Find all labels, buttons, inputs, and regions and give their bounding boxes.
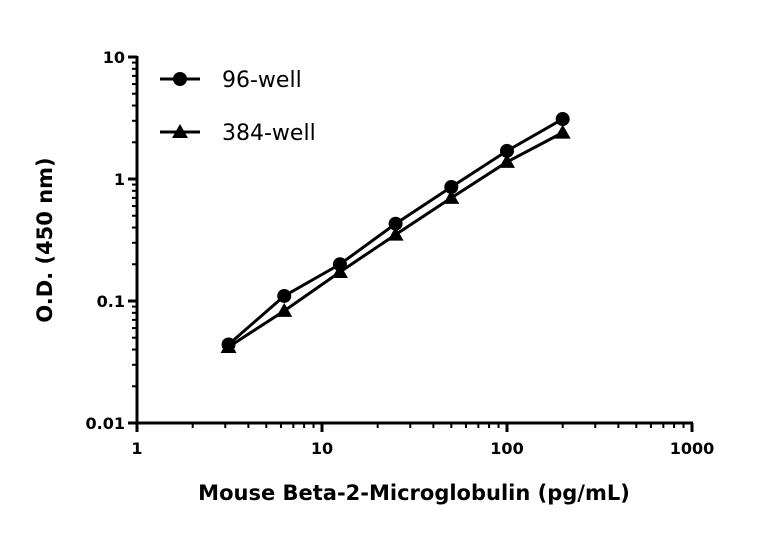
data-point — [276, 302, 293, 317]
legend-label: 96-well — [222, 68, 302, 93]
data-point — [500, 143, 514, 158]
x-axis-label: Mouse Beta-2-Microglobulin (pg/mL) — [198, 481, 630, 505]
legend-item: 384-well — [160, 121, 316, 146]
legend: 96-well 384-well — [160, 68, 316, 146]
data-point — [499, 153, 515, 168]
legend-marker — [172, 124, 188, 138]
series-layer — [220, 112, 571, 353]
data-point — [443, 189, 460, 204]
data-point — [555, 112, 570, 127]
data-point — [387, 226, 404, 241]
y-axis-label: O.D. (450 nm) — [33, 157, 57, 322]
x-tick-label: 1000 — [670, 439, 715, 458]
y-tick-label: 10 — [103, 48, 125, 67]
x-tick-label: 10 — [311, 439, 333, 458]
axes: 1 10 100 1000 0.01 0.1 1 10 — [86, 48, 715, 458]
y-tick-label: 0.01 — [86, 414, 125, 433]
legend-label: 384-well — [222, 121, 316, 146]
x-tick-label: 1 — [131, 439, 142, 458]
data-point — [444, 179, 459, 194]
legend-marker — [173, 72, 187, 86]
data-point — [388, 216, 403, 231]
data-point — [221, 337, 236, 352]
y-tick-label: 0.1 — [97, 292, 125, 311]
series-384-well — [220, 124, 571, 353]
legend-item: 96-well — [160, 68, 302, 93]
data-point — [332, 257, 347, 272]
data-point — [554, 124, 571, 139]
data-point — [277, 288, 292, 303]
y-tick-label: 1 — [114, 170, 125, 189]
x-tick-label: 100 — [490, 439, 523, 458]
series-96-well — [221, 112, 570, 352]
